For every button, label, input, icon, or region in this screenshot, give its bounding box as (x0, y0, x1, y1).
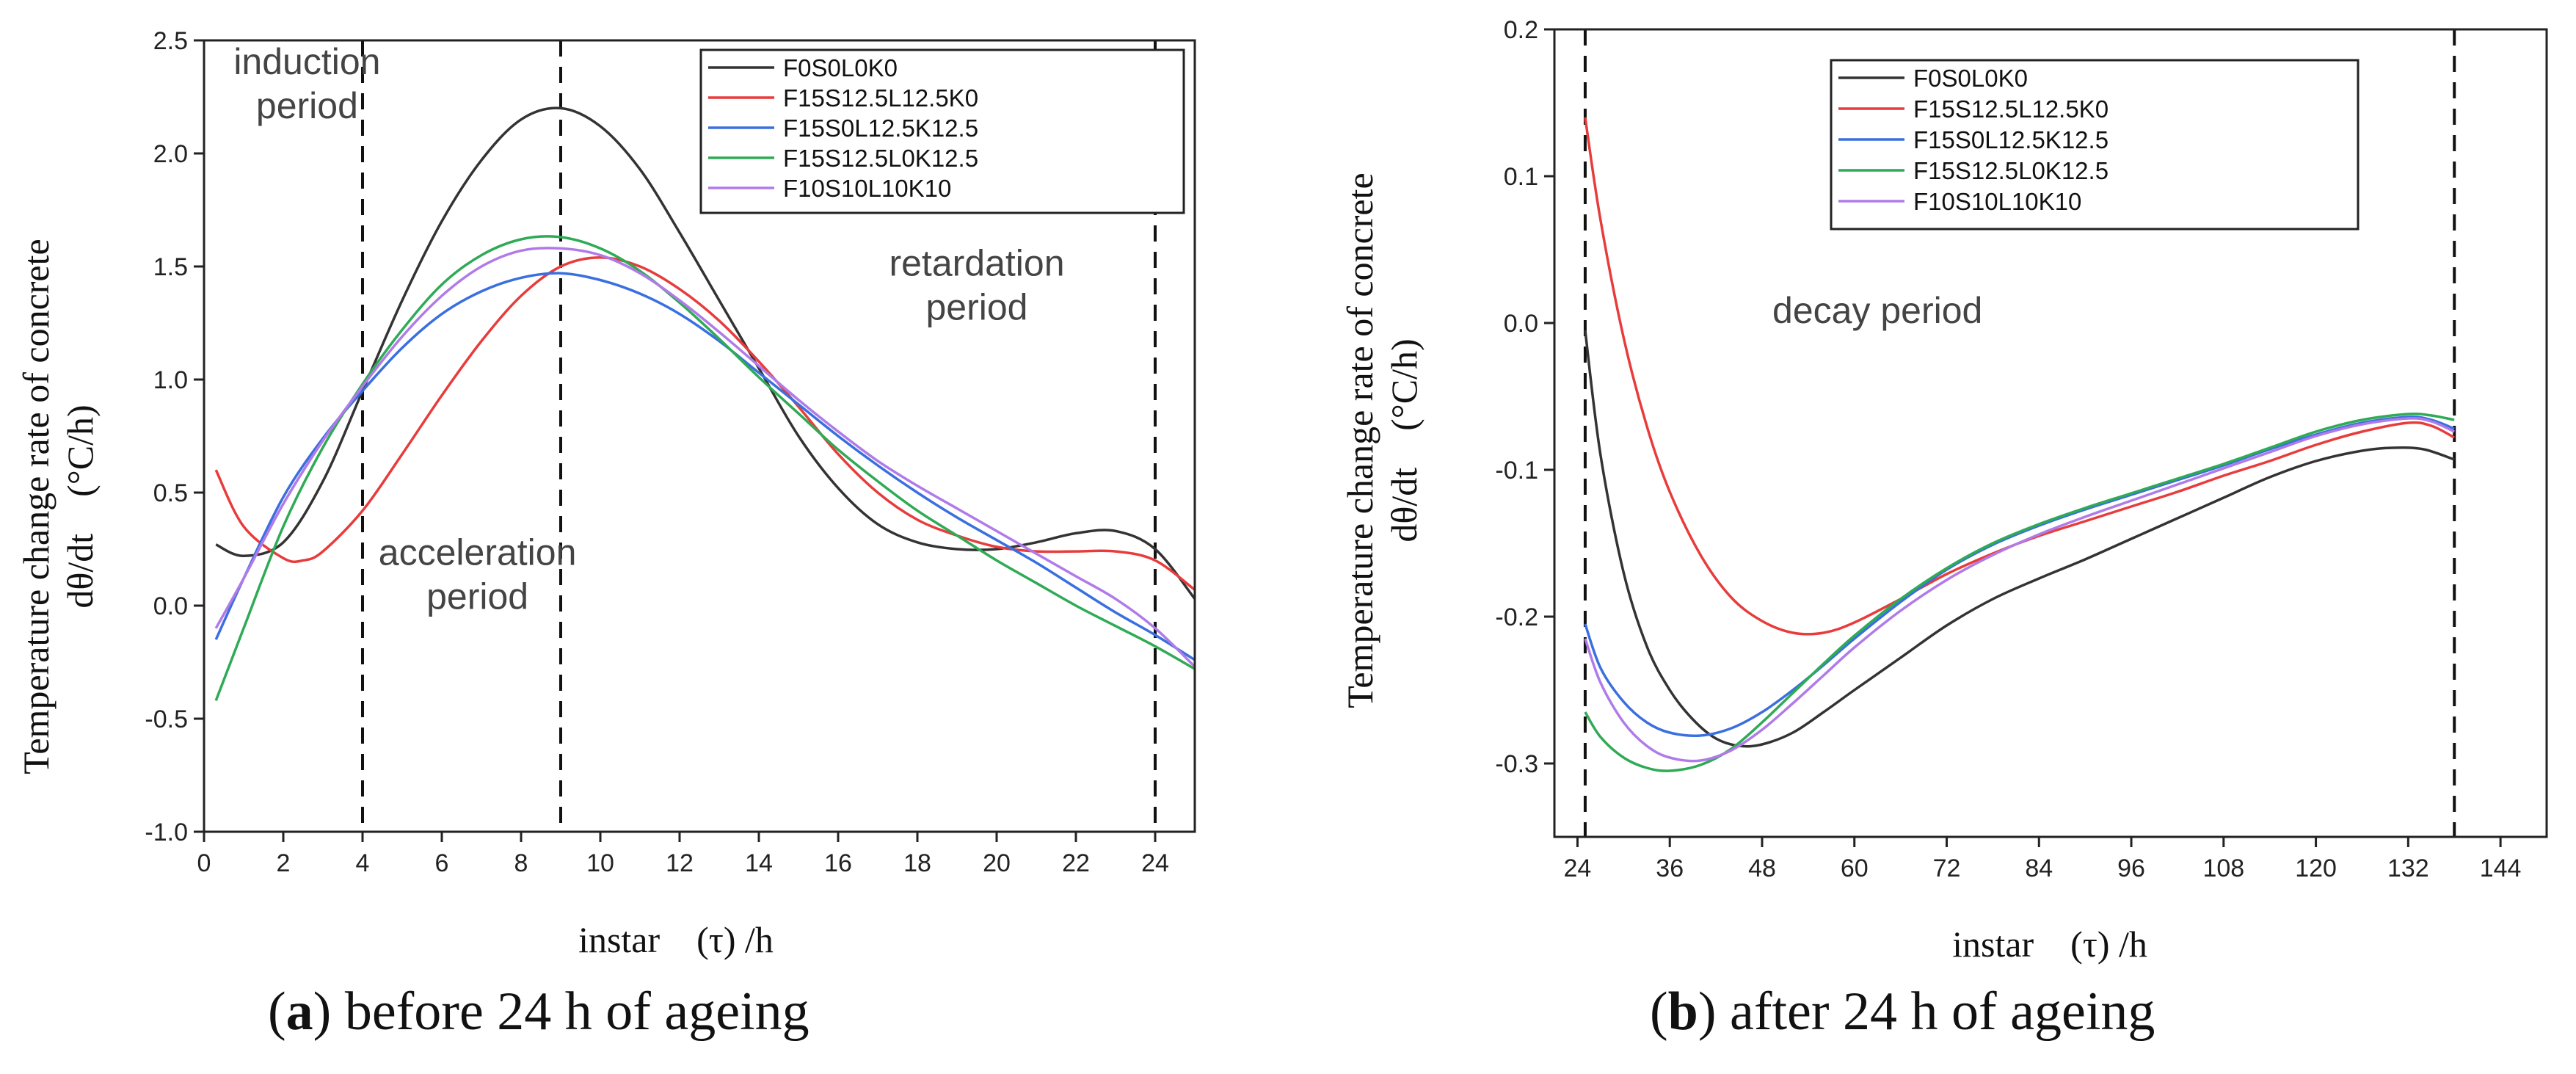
legend-b: F0S0L0K0 F15S12.5L12.5K0 F15S0L12.5K12.5 F1… (1830, 59, 2359, 231)
x-tick-label-a: 0 (197, 849, 211, 877)
y-axis-b: -0.3 -0.2 -0.1 0.0 0.1 0.2 (1495, 16, 1554, 778)
x-tick-label-b: 132 (2387, 855, 2429, 882)
caption-b-text: after 24 h of ageing (1730, 982, 2155, 1042)
y-axis-title-b-line1: Temperature change rate of concrete (1339, 173, 1380, 708)
caption-a: (a) before 24 h of ageing (268, 982, 809, 1042)
series-line-a-f15s12-5l0k12-5 (214, 235, 1196, 702)
series-group-b (1584, 117, 2456, 772)
x-tick-label-b: 48 (1748, 855, 1776, 882)
plot-frame-b (1553, 28, 2548, 838)
x-tick-label-b: 84 (2025, 855, 2053, 882)
y-tick-label-a: -1.0 (145, 819, 188, 846)
y-tick-label-b: -0.2 (1495, 603, 1538, 631)
legend-a: F0S0L0K0 F15S12.5L12.5K0 F15S0L12.5K12.5 F1… (699, 48, 1185, 214)
annotation-a-0: induction period (233, 41, 380, 126)
series-group-a (214, 106, 1196, 702)
x-tick-label-b: 120 (2295, 855, 2337, 882)
x-axis-title-b: instar (τ) /h (1952, 924, 2147, 965)
x-tick-label-a: 8 (514, 849, 528, 877)
legend-label-a-f15s12-5l12-5k0: F15S12.5L12.5K0 (783, 84, 978, 112)
y-tick-label-b: 0.1 (1504, 163, 1538, 191)
y-tick-label-a: 2.5 (153, 27, 188, 55)
x-tick-label-a: 10 (586, 849, 614, 877)
series-line-b-f15s12-5l0k12-5 (1584, 412, 2455, 772)
x-tick-label-b: 96 (2117, 855, 2145, 882)
x-tick-label-a: 22 (1062, 849, 1090, 877)
legend-label-b-f15s12-5l0k12-5: F15S12.5L0K12.5 (1913, 157, 2109, 184)
caption-b: (b) after 24 h of ageing (1650, 982, 2155, 1042)
legend-label-a-f15s12-5l0k12-5: F15S12.5L0K12.5 (783, 145, 978, 172)
series-line-b-f0s0l0k0 (1584, 330, 2455, 748)
y-tick-label-b: -0.3 (1495, 750, 1538, 778)
x-tick-label-a: 14 (745, 849, 773, 877)
y-tick-label-a: 1.5 (153, 253, 188, 281)
plot-frame-a (203, 39, 1196, 833)
y-tick-label-b: 0.2 (1504, 16, 1538, 44)
x-axis-a: 0 2 4 6 8 10 12 14 16 18 20 22 24 (197, 832, 1169, 877)
legend-label-a-f10s10l10k10: F10S10L10K10 (783, 175, 951, 202)
x-tick-label-b: 144 (2480, 855, 2522, 882)
y-axis-title-a-line2: dθ/dt (°C/h) (59, 404, 101, 608)
legend-label-a-f15s0l12-5k12-5: F15S0L12.5K12.5 (783, 115, 978, 142)
legend-label-b-f15s0l12-5k12-5: F15S0L12.5K12.5 (1913, 126, 2109, 153)
legend-label-a-f0s0l0k0: F0S0L0K0 (783, 54, 898, 81)
annotations-b: decay period (1772, 290, 1982, 331)
annotation-a-1: acceleration period (379, 532, 577, 617)
x-tick-label-a: 2 (277, 849, 291, 877)
x-tick-label-a: 4 (356, 849, 370, 877)
y-tick-label-a: 1.0 (153, 366, 188, 394)
x-tick-label-a: 18 (903, 849, 931, 877)
x-tick-label-a: 16 (824, 849, 852, 877)
x-tick-label-b: 72 (1933, 855, 1961, 882)
caption-b-letter: b (1668, 982, 1698, 1042)
gridlines-b (1583, 29, 2456, 837)
y-tick-label-b: 0.0 (1504, 310, 1538, 338)
series-line-b-f10s10l10k10 (1584, 417, 2455, 763)
x-tick-label-a: 6 (435, 849, 449, 877)
y-axis-a: -1.0 -0.5 0.0 0.5 1.0 1.5 2.0 2.5 (145, 27, 204, 846)
y-tick-label-a: 2.0 (153, 140, 188, 168)
x-tick-label-b: 36 (1656, 855, 1684, 882)
annotations-a: induction period acceleration period retarda… (233, 41, 1064, 617)
chart-panel-b: 24 36 48 60 72 84 96 108 120 132 144 -0.3 -0.2 -0.1 0… (1339, 16, 2548, 1042)
legend-box-a (699, 48, 1185, 214)
x-tick-label-b: 24 (1564, 855, 1592, 882)
legend-label-b-f15s12-5l12-5k0: F15S12.5L12.5K0 (1913, 95, 2109, 123)
annotation-b-0: decay period (1772, 290, 1982, 331)
x-tick-label-a: 12 (666, 849, 694, 877)
caption-a-text: before 24 h of ageing (345, 982, 809, 1042)
y-tick-label-a: -0.5 (145, 705, 188, 733)
legend-label-b-f10s10l10k10: F10S10L10K10 (1913, 188, 2081, 215)
series-line-a-f10s10l10k10 (214, 247, 1196, 668)
x-tick-label-a: 20 (983, 849, 1011, 877)
y-axis-title-b-line2: dθ/dt (°C/h) (1383, 338, 1425, 542)
x-axis-title-a: instar (τ) /h (578, 919, 774, 960)
x-tick-label-b: 60 (1841, 855, 1869, 882)
y-tick-label-a: 0.5 (153, 479, 188, 507)
series-line-b-f15s12-5l12-5k0 (1584, 117, 2456, 636)
y-tick-label-a: 0.0 (153, 592, 188, 620)
legend-box-b (1830, 59, 2359, 231)
x-tick-label-a: 24 (1141, 849, 1169, 877)
x-tick-label-b: 108 (2202, 855, 2244, 882)
caption-a-letter: a (286, 982, 313, 1042)
y-axis-title-a-line1: Temperature change rate of concrete (15, 239, 57, 774)
legend-label-b-f0s0l0k0: F0S0L0K0 (1913, 65, 2028, 92)
y-tick-label-b: -0.1 (1495, 457, 1538, 485)
x-axis-b: 24 36 48 60 72 84 96 108 120 132 144 (1564, 837, 2522, 882)
chart-panel-a: 0 2 4 6 8 10 12 14 16 18 20 22 24 -1.0-0.50.00.51.01… (15, 27, 1196, 1042)
annotation-a-2: retardation period (889, 242, 1064, 327)
